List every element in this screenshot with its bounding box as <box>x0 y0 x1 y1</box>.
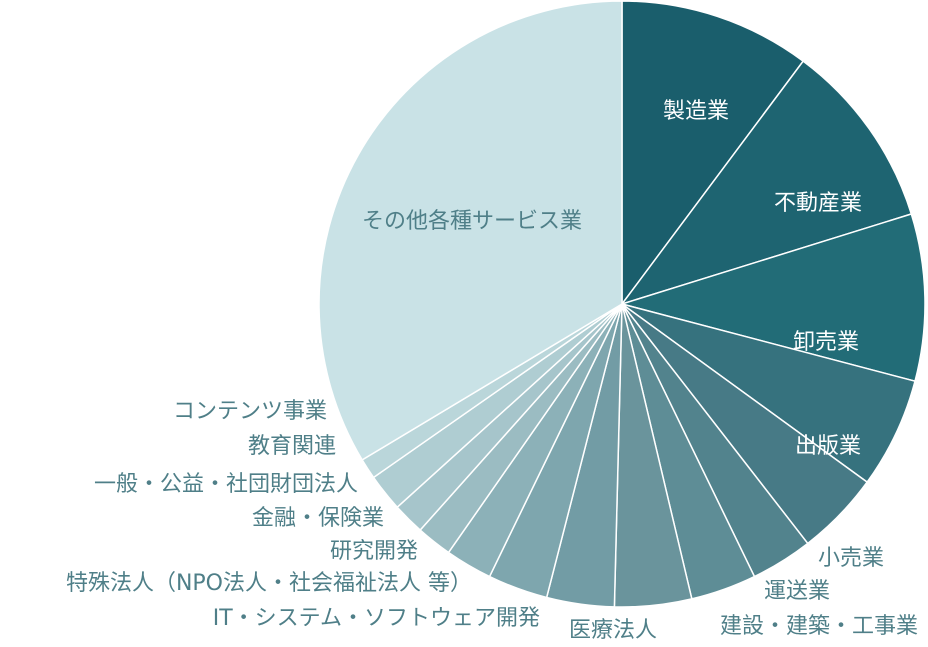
slice-label-10: 研究開発 <box>330 539 418 564</box>
slice-label-11: 金融・保険業 <box>252 506 384 531</box>
slice-15 <box>318 0 623 461</box>
slice-label-13: 教育関連 <box>248 434 336 459</box>
slice-label-2: 卸売業 <box>793 330 859 355</box>
slice-label-1: 不動産業 <box>774 191 862 216</box>
pie-slices <box>318 0 926 608</box>
slice-label-9: 特殊法人（NPO法人・社会福祉法人 等） <box>66 571 472 596</box>
slice-label-6: 建設・建築・工事業 <box>720 614 918 639</box>
slice-label-15: その他各種サービス業 <box>362 209 582 234</box>
slice-label-0: 製造業 <box>663 99 729 124</box>
slice-label-14: コンテンツ事業 <box>173 399 327 424</box>
slice-label-5: 運送業 <box>764 579 830 604</box>
slice-0 <box>621 0 805 307</box>
slice-label-12: 一般・公益・社団財団法人 <box>94 472 358 497</box>
slice-label-3: 出版業 <box>795 434 861 459</box>
slice-2 <box>619 213 926 383</box>
slice-label-4: 小売業 <box>818 546 884 571</box>
slice-1 <box>620 60 913 306</box>
slice-label-7: 医療法人 <box>569 618 657 643</box>
slice-label-8: IT・システム・ソフトウェア開発 <box>213 606 540 631</box>
